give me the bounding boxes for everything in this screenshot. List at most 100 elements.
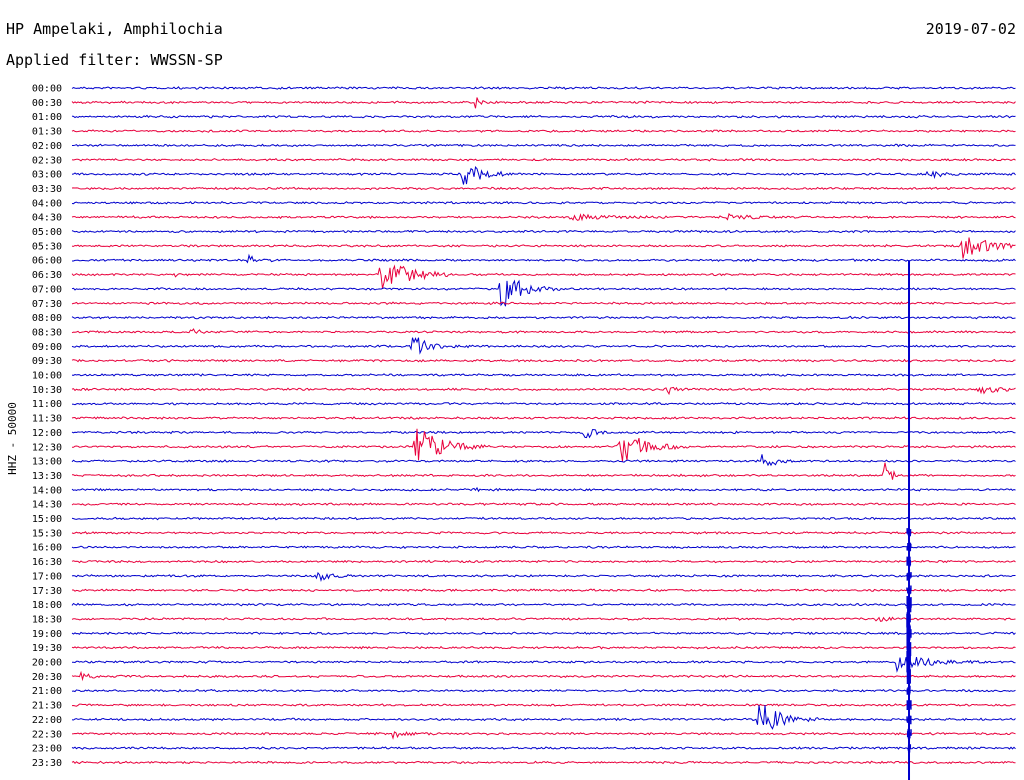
row-time-label: 14:00 [32, 485, 62, 496]
trace-line [71, 486, 1016, 493]
trace-line [72, 462, 1016, 480]
trace-line [71, 86, 1016, 90]
row-time-label: 00:30 [32, 98, 62, 109]
trace-line [71, 571, 1016, 583]
trace-line [71, 158, 1016, 162]
filter-label: Applied filter: WWSSN-SP [6, 51, 223, 69]
trace-line [71, 616, 1016, 622]
row-time-label: 05:00 [32, 227, 62, 238]
trace-line [71, 416, 1016, 420]
row-time-label: 22:00 [32, 715, 62, 726]
row-time-label: 07:30 [32, 299, 62, 310]
row-time-label: 18:30 [32, 614, 62, 625]
trace-line [71, 760, 1016, 765]
row-time-label: 17:30 [32, 586, 62, 597]
trace-line [71, 688, 1016, 693]
trace-line [71, 531, 1016, 535]
row-time-label: 04:30 [32, 213, 62, 224]
trace-line [71, 229, 1016, 234]
row-time-label: 10:30 [32, 385, 62, 396]
row-time-label: 17:00 [32, 571, 62, 582]
row-time-label: 03:00 [32, 170, 62, 181]
trace-line [71, 731, 1016, 740]
trace-line [71, 315, 1016, 320]
trace-line [71, 516, 1016, 521]
row-time-label: 18:00 [32, 600, 62, 611]
station-title: HP Ampelaki, Amphilochia [6, 20, 223, 38]
row-time-label: 11:00 [32, 399, 62, 410]
row-time-label: 07:00 [32, 284, 62, 295]
trace-line [71, 545, 1016, 550]
row-time-label: 15:30 [32, 528, 62, 539]
trace-line [72, 657, 1016, 673]
trace-line [71, 301, 1016, 306]
row-time-label: 04:00 [32, 198, 62, 209]
row-time-label: 01:30 [32, 127, 62, 138]
row-time-label: 23:30 [32, 758, 62, 769]
trace-line [71, 337, 1016, 355]
trace-line [71, 114, 1016, 119]
trace-line [71, 264, 1016, 289]
trace-line [71, 237, 1016, 259]
row-time-label: 11:30 [32, 414, 62, 425]
row-time-label: 08:00 [32, 313, 62, 324]
trace-line [71, 746, 1016, 750]
row-time-label: 19:00 [32, 629, 62, 640]
trace-line [71, 428, 1016, 462]
row-time-label: 20:30 [32, 672, 62, 683]
row-time-label: 15:00 [32, 514, 62, 525]
trace-line [71, 328, 1016, 334]
trace-line [71, 401, 1016, 406]
trace-line [72, 143, 1016, 148]
row-time-label: 19:30 [32, 643, 62, 654]
trace-line [71, 166, 1016, 185]
row-time-label: 12:00 [32, 428, 62, 439]
row-time-label: 02:00 [32, 141, 62, 152]
trace-line [71, 373, 1016, 377]
trace-line [71, 502, 1016, 506]
trace-line [71, 670, 1016, 682]
trace-line [71, 97, 1016, 109]
row-time-label: 00:00 [32, 84, 62, 95]
row-time-label: 23:00 [32, 744, 62, 755]
trace-line [71, 429, 1016, 439]
trace-line [71, 645, 1016, 650]
trace-line [71, 186, 1016, 191]
row-time-label: 12:30 [32, 442, 62, 453]
trace-line [71, 386, 1016, 396]
trace-line [71, 454, 1016, 467]
trace-line [71, 200, 1016, 205]
row-time-label: 16:00 [32, 543, 62, 554]
row-time-label: 03:30 [32, 184, 62, 195]
row-time-label: 01:00 [32, 112, 62, 123]
trace-line [71, 631, 1016, 636]
trace-line [71, 559, 1016, 564]
trace-line [72, 253, 1016, 264]
row-time-label: 02:30 [32, 155, 62, 166]
row-time-label: 13:00 [32, 457, 62, 468]
row-time-label: 21:00 [32, 686, 62, 697]
row-time-label: 06:00 [32, 256, 62, 267]
record-date: 2019-07-02 [925, 20, 1016, 38]
trace-line [71, 704, 1016, 730]
row-time-label: 13:30 [32, 471, 62, 482]
trace-line [71, 129, 1016, 133]
row-time-label: 08:30 [32, 327, 62, 338]
row-time-label: 09:00 [32, 342, 62, 353]
row-time-label: 22:30 [32, 729, 62, 740]
row-time-label: 05:30 [32, 241, 62, 252]
major-event-burst [906, 528, 912, 753]
row-time-label: 20:00 [32, 658, 62, 669]
trace-line [71, 212, 1016, 222]
row-time-label: 16:30 [32, 557, 62, 568]
trace-line [72, 588, 1016, 593]
row-time-label: 14:30 [32, 500, 62, 511]
trace-line [71, 703, 1016, 707]
row-time-label: 06:30 [32, 270, 62, 281]
trace-line [71, 358, 1016, 363]
row-time-label: 21:30 [32, 701, 62, 712]
row-time-label: 09:30 [32, 356, 62, 367]
trace-line [71, 602, 1016, 607]
row-time-label: 10:00 [32, 371, 62, 382]
